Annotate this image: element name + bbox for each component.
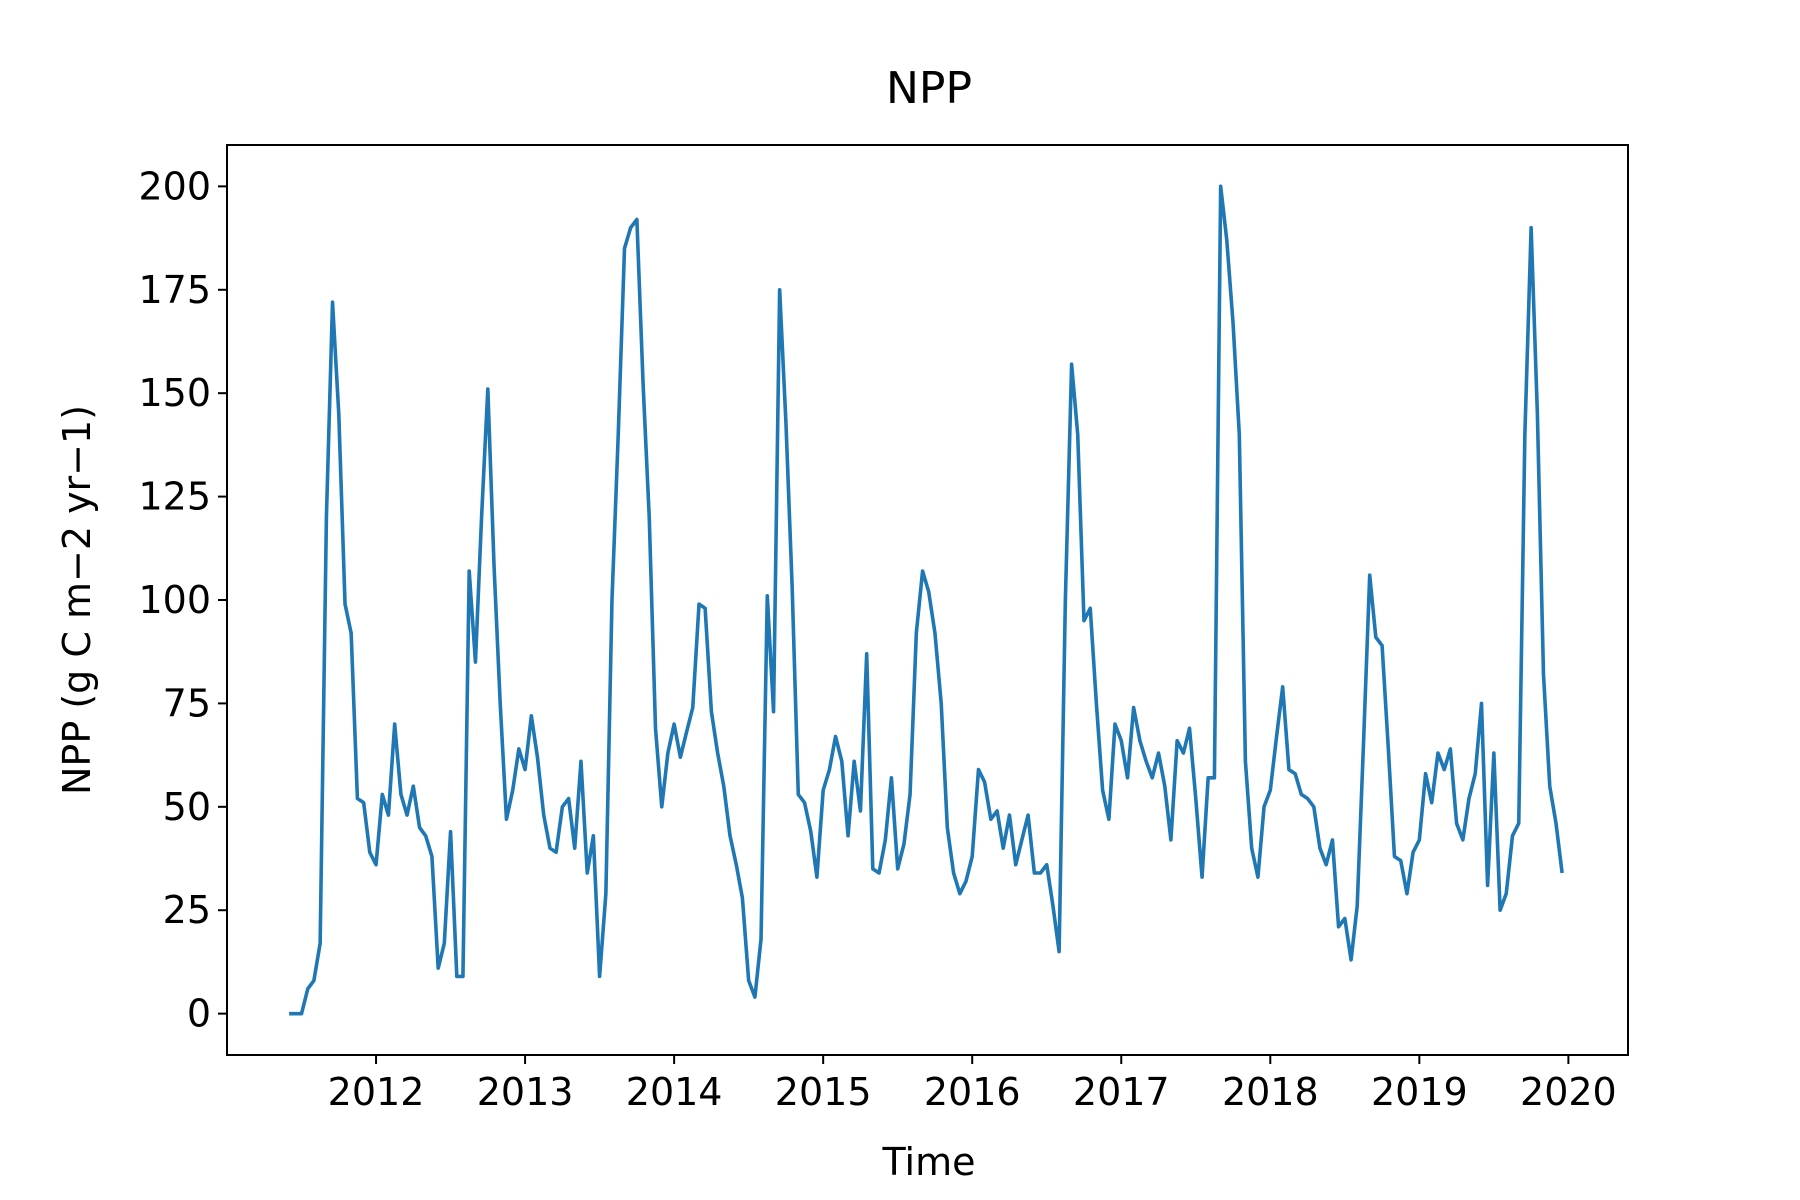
- y-tick-label: 200: [138, 164, 211, 208]
- y-tick-label: 75: [163, 681, 211, 725]
- y-axis-label: NPP (g C m−2 yr−1): [55, 405, 99, 795]
- x-tick-label: 2013: [477, 1070, 574, 1114]
- x-tick-label: 2020: [1520, 1070, 1617, 1114]
- y-tick-label: 25: [163, 888, 211, 932]
- y-tick-label: 100: [138, 578, 211, 622]
- x-tick-label: 2015: [775, 1070, 872, 1114]
- x-tick-label: 2018: [1222, 1070, 1319, 1114]
- x-tick-label: 2016: [924, 1070, 1021, 1114]
- x-axis-label: Time: [882, 1140, 976, 1184]
- y-tick-label: 0: [187, 992, 211, 1036]
- x-tick-label: 2019: [1371, 1070, 1468, 1114]
- x-tick-label: 2014: [626, 1070, 723, 1114]
- y-tick-label: 125: [138, 475, 211, 519]
- y-tick-label: 175: [138, 268, 211, 312]
- y-tick-label: 150: [138, 371, 211, 415]
- y-tick-label: 50: [163, 785, 211, 829]
- x-tick-label: 2017: [1073, 1070, 1170, 1114]
- x-tick-label: 2012: [328, 1070, 425, 1114]
- plot-area: 2012 2013 2014 2015 2016 2017 2018 2019 2020 0 25 5…: [138, 144, 1629, 1114]
- series-line-0: [289, 184, 1564, 1016]
- chart-title: NPP: [886, 63, 972, 114]
